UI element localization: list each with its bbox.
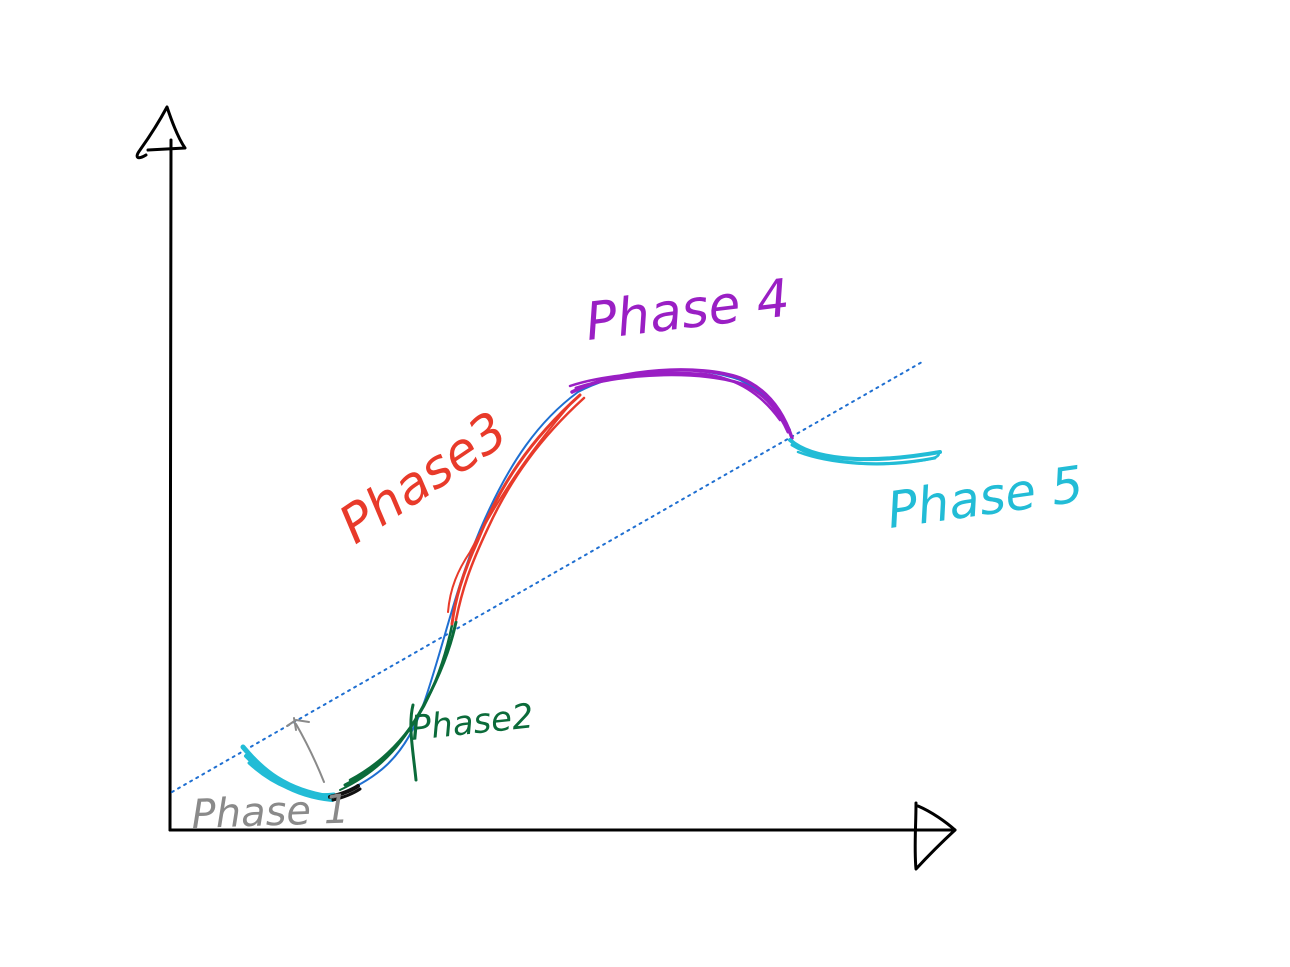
- base-curve: [331, 368, 791, 798]
- x-axis-arrowhead: [913, 801, 957, 871]
- y-axis-line: [168, 138, 173, 832]
- phase5-label: Phase 5: [884, 455, 1087, 540]
- axes: [135, 105, 957, 871]
- phase4-stroke: [568, 368, 794, 440]
- phase1-label: Phase 1: [191, 787, 350, 838]
- y-axis-arrowhead: [135, 105, 187, 160]
- phase3-stroke: [447, 393, 586, 626]
- phase5-stroke: [788, 438, 942, 466]
- phase2-label: Phase2: [409, 696, 536, 749]
- phase1-stroke: [240, 744, 362, 802]
- phase2-stroke: [339, 620, 458, 791]
- phase1-arrow: [286, 717, 325, 783]
- phase3-label: Phase3: [329, 401, 519, 556]
- phase4-label: Phase 4: [582, 268, 793, 353]
- trend-line: [171, 361, 923, 793]
